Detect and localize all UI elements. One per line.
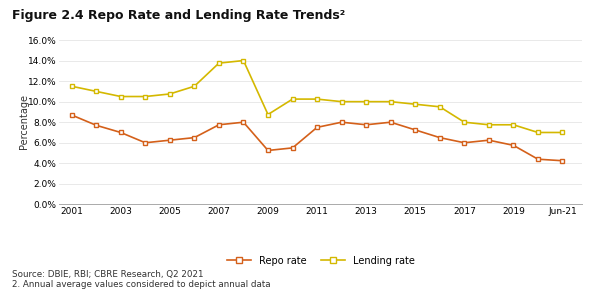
Text: Source: DBIE, RBI; CBRE Research, Q2 2021
2. Annual average values considered to: Source: DBIE, RBI; CBRE Research, Q2 202…: [12, 270, 270, 289]
Y-axis label: Percentage: Percentage: [18, 94, 29, 149]
Text: Figure 2.4 Repo Rate and Lending Rate Trends²: Figure 2.4 Repo Rate and Lending Rate Tr…: [12, 9, 345, 22]
Legend: Repo rate, Lending rate: Repo rate, Lending rate: [223, 252, 419, 270]
